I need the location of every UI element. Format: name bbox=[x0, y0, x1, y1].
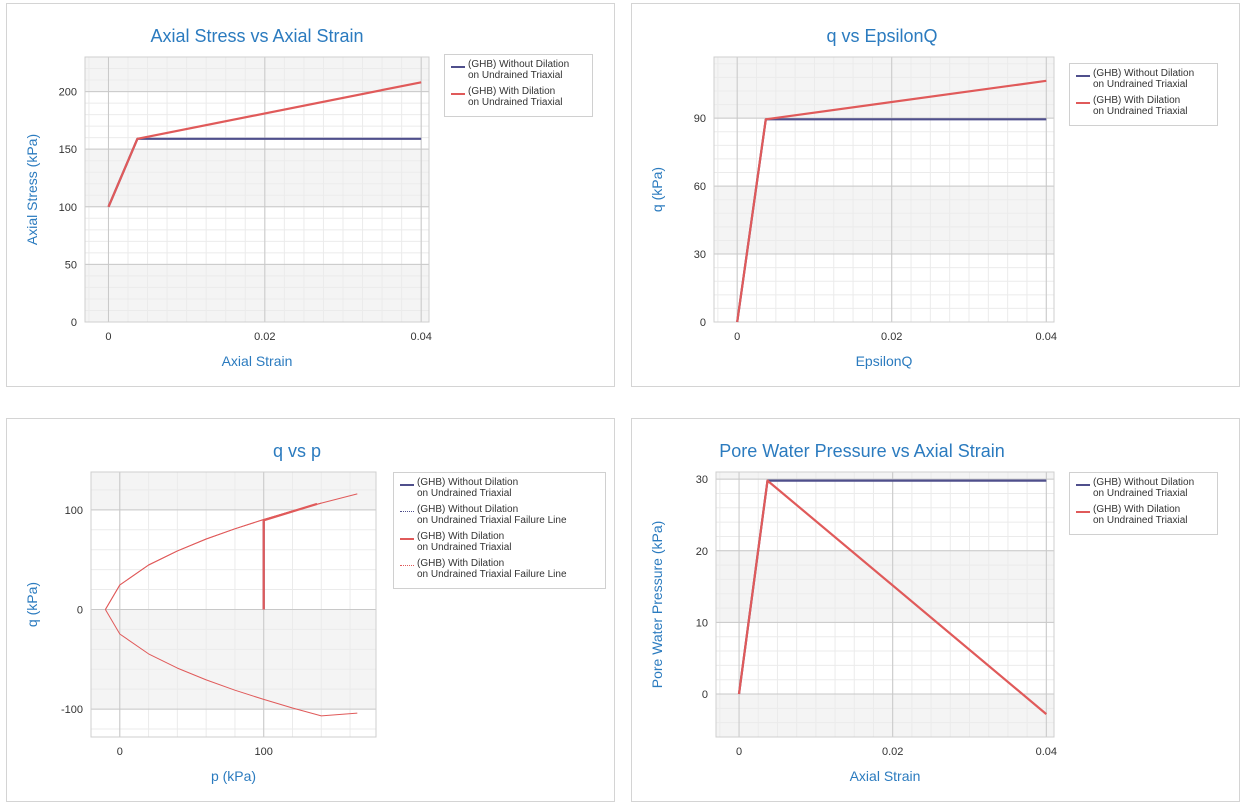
x-tick-label: 0.02 bbox=[254, 331, 275, 343]
y-tick-label: 20 bbox=[696, 546, 708, 558]
x-tick-label: 0 bbox=[734, 331, 740, 343]
legend-swatch-without bbox=[400, 484, 414, 486]
x-axis-label: Axial Strain bbox=[850, 768, 921, 784]
plot-band bbox=[714, 186, 1054, 255]
series-line bbox=[104, 609, 358, 717]
y-tick-label: 90 bbox=[694, 113, 706, 125]
legend-label: (GHB) Without Dilation on Undrained Triax… bbox=[417, 477, 519, 499]
x-tick-label: 0.02 bbox=[882, 746, 903, 758]
chart-axial-stress: 0 0.02 0.04 0 50 100 150 200 Axial Stress vs Axi… bbox=[24, 26, 432, 369]
series-line bbox=[104, 493, 358, 610]
chart-legend: (GHB) Without Dilation on Undrained Triax… bbox=[393, 472, 606, 589]
y-tick-label: 150 bbox=[59, 144, 77, 156]
x-axis-label: p (kPa) bbox=[211, 768, 256, 784]
legend-swatch-with bbox=[451, 93, 465, 95]
legend-item-with-dilation[interactable]: (GHB) With Dilation on Undrained Triaxial bbox=[451, 86, 586, 108]
legend-swatch-with bbox=[1076, 102, 1090, 104]
plot-band bbox=[716, 472, 1054, 480]
chart-legend: (GHB) Without Dilation on Undrained Triax… bbox=[1069, 472, 1218, 535]
legend-swatch-without bbox=[451, 66, 465, 68]
series-line bbox=[737, 479, 1048, 715]
y-tick-label: 100 bbox=[59, 202, 77, 214]
y-tick-label: 100 bbox=[65, 505, 83, 517]
legend-item-without-dilation[interactable]: (GHB) Without Dilation on Undrained Triax… bbox=[1076, 68, 1211, 90]
plot-band bbox=[716, 694, 1054, 737]
plot-band bbox=[85, 264, 429, 322]
x-tick-label: 0 bbox=[736, 746, 742, 758]
series-line bbox=[107, 81, 422, 208]
legend-item-without-dilation[interactable]: (GHB) Without Dilation on Undrained Triax… bbox=[400, 477, 599, 499]
x-tick-label: 0.04 bbox=[1036, 746, 1057, 758]
legend-swatch-without-thin bbox=[400, 511, 414, 512]
x-tick-label: 0.04 bbox=[1036, 331, 1057, 343]
plot-band bbox=[716, 550, 1054, 623]
legend-swatch-without bbox=[1076, 75, 1090, 77]
plot-band bbox=[91, 472, 376, 510]
y-tick-label: 200 bbox=[59, 87, 77, 99]
legend-label: (GHB) With Dilation on Undrained Triaxial bbox=[468, 86, 563, 108]
legend-item-with-dilation[interactable]: (GHB) With Dilation on Undrained Triaxial bbox=[400, 531, 599, 553]
x-tick-label: 0 bbox=[105, 331, 111, 343]
chart-pore-water-pressure: 0 0.02 0.04 0 10 20 30 Pore Water Pressure vs A… bbox=[649, 441, 1057, 784]
chart-panel-pore-water-pressure: 0 0.02 0.04 0 10 20 30 Pore Water Pressure vs A… bbox=[631, 418, 1240, 802]
x-tick-label: 0.02 bbox=[881, 331, 902, 343]
y-tick-label: 10 bbox=[696, 617, 708, 629]
x-axis-label: Axial Strain bbox=[222, 353, 293, 369]
y-tick-label: -100 bbox=[61, 704, 83, 716]
chart-title: Axial Stress vs Axial Strain bbox=[150, 26, 363, 46]
plot-border bbox=[90, 471, 377, 738]
legend-item-without-dilation[interactable]: (GHB) Without Dilation on Undrained Triax… bbox=[1076, 477, 1211, 499]
plot-band bbox=[91, 609, 376, 710]
x-tick-label: 0.04 bbox=[410, 331, 431, 343]
y-tick-label: 0 bbox=[77, 604, 83, 616]
legend-label: (GHB) Without Dilation on Undrained Triax… bbox=[417, 504, 567, 526]
legend-label: (GHB) With Dilation on Undrained Triaxial bbox=[417, 531, 512, 553]
chart-legend: (GHB) Without Dilation on Undrained Triax… bbox=[1069, 63, 1218, 126]
y-tick-label: 30 bbox=[694, 249, 706, 261]
plot-border bbox=[84, 56, 430, 323]
y-tick-label: 0 bbox=[700, 317, 706, 329]
y-axis-label: q (kPa) bbox=[24, 582, 40, 627]
legend-swatch-without bbox=[1076, 484, 1090, 486]
x-tick-label: 100 bbox=[255, 746, 273, 758]
y-tick-label: 0 bbox=[71, 317, 77, 329]
legend-item-with-dilation-failure[interactable]: (GHB) With Dilation on Undrained Triaxial… bbox=[400, 558, 599, 580]
y-axis-label: Pore Water Pressure (kPa) bbox=[649, 521, 665, 689]
y-tick-label: 0 bbox=[702, 689, 708, 701]
chart-panel-q-vs-p: 0 100 -100 0 100 q vs p p (kPa) q (kPa) (GHB) W… bbox=[6, 418, 615, 802]
chart-title: q vs EpsilonQ bbox=[826, 26, 937, 46]
legend-item-without-dilation-failure[interactable]: (GHB) Without Dilation on Undrained Triax… bbox=[400, 504, 599, 526]
legend-swatch-with-thin bbox=[400, 565, 414, 566]
legend-item-with-dilation[interactable]: (GHB) With Dilation on Undrained Triaxial bbox=[1076, 95, 1211, 117]
plot-border bbox=[713, 56, 1055, 323]
chart-panel-axial-stress: 0 0.02 0.04 0 50 100 150 200 Axial Stress vs Axi… bbox=[6, 3, 615, 387]
chart-legend: (GHB) Without Dilation on Undrained Triax… bbox=[444, 54, 593, 117]
plot-border bbox=[715, 471, 1055, 738]
legend-item-without-dilation[interactable]: (GHB) Without Dilation on Undrained Triax… bbox=[451, 59, 586, 81]
plot-band bbox=[85, 149, 429, 207]
legend-label: (GHB) With Dilation on Undrained Triaxial bbox=[1093, 504, 1188, 526]
legend-swatch-with bbox=[1076, 511, 1090, 513]
legend-label: (GHB) Without Dilation on Undrained Triax… bbox=[1093, 477, 1195, 499]
legend-label: (GHB) Without Dilation on Undrained Triax… bbox=[1093, 68, 1195, 90]
plot-band bbox=[85, 57, 429, 92]
y-axis-label: Axial Stress (kPa) bbox=[24, 134, 40, 245]
series-line bbox=[736, 79, 1047, 323]
legend-item-with-dilation[interactable]: (GHB) With Dilation on Undrained Triaxial bbox=[1076, 504, 1211, 526]
legend-label: (GHB) Without Dilation on Undrained Triax… bbox=[468, 59, 570, 81]
y-tick-label: 60 bbox=[694, 181, 706, 193]
x-tick-label: 0 bbox=[117, 746, 123, 758]
chart-q-vs-p: 0 100 -100 0 100 q vs p p (kPa) q (kPa) bbox=[24, 441, 377, 784]
chart-panel-q-vs-epsilonq: 0 0.02 0.04 0 30 60 90 q vs EpsilonQ EpsilonQ q (… bbox=[631, 3, 1240, 387]
y-axis-label: q (kPa) bbox=[649, 167, 665, 212]
chart-q-vs-epsilonq: 0 0.02 0.04 0 30 60 90 q vs EpsilonQ EpsilonQ q (… bbox=[649, 26, 1057, 369]
chart-title: q vs p bbox=[273, 441, 321, 461]
chart-title: Pore Water Pressure vs Axial Strain bbox=[719, 441, 1004, 461]
legend-swatch-with bbox=[400, 538, 414, 540]
x-axis-label: EpsilonQ bbox=[856, 353, 913, 369]
y-tick-label: 30 bbox=[696, 474, 708, 486]
legend-label: (GHB) With Dilation on Undrained Triaxial bbox=[1093, 95, 1188, 117]
y-tick-label: 50 bbox=[65, 259, 77, 271]
legend-label: (GHB) With Dilation on Undrained Triaxial… bbox=[417, 558, 567, 580]
